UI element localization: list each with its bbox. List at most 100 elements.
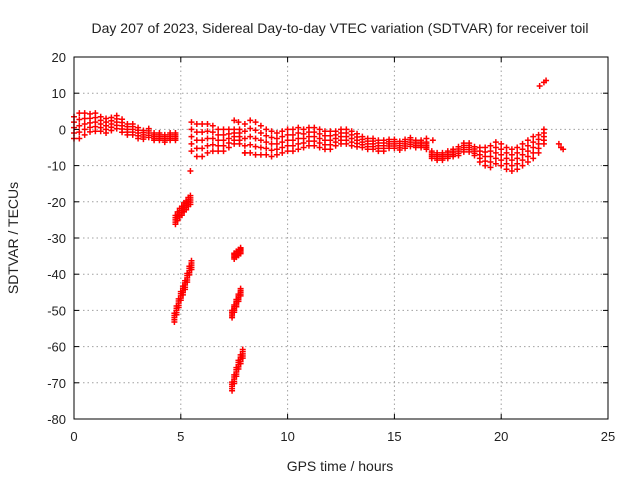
data-point: [193, 145, 200, 152]
data-point: [524, 142, 531, 149]
data-point: [76, 135, 83, 142]
data-point: [530, 155, 537, 162]
data-point: [268, 134, 275, 141]
data-point: [199, 129, 206, 136]
data-point: [498, 140, 505, 147]
data-point: [252, 135, 259, 142]
data-point: [236, 126, 243, 133]
data-point: [124, 120, 131, 127]
data-point: [492, 155, 499, 162]
data-point: [263, 145, 270, 152]
data-point: [343, 126, 350, 133]
data-point: [81, 131, 88, 138]
y-tick-label: 10: [52, 86, 66, 101]
data-point: [76, 110, 83, 117]
data-point: [252, 119, 259, 126]
series-isolated-points: [187, 77, 567, 175]
data-point: [188, 119, 195, 126]
data-point: [220, 131, 227, 138]
data-point: [284, 148, 291, 155]
data-point: [188, 257, 195, 264]
data-point: [439, 149, 446, 156]
data-point: [332, 128, 339, 135]
data-point: [97, 113, 104, 120]
data-point: [295, 124, 302, 131]
data-point: [76, 122, 83, 129]
series-main-band: [71, 110, 547, 175]
data-point: [188, 140, 195, 147]
data-point: [316, 126, 323, 133]
y-tick-label: -20: [47, 195, 66, 210]
x-tick-label: 25: [601, 429, 615, 444]
data-point: [503, 155, 510, 162]
y-tick-label: -30: [47, 231, 66, 246]
data-point: [268, 147, 275, 154]
data-point: [487, 142, 494, 149]
data-point: [460, 140, 467, 147]
x-axis-label: GPS time / hours: [287, 458, 394, 474]
data-point: [235, 119, 242, 126]
y-tick-label: 20: [52, 50, 66, 65]
data-point: [418, 137, 425, 144]
data-point: [321, 128, 328, 135]
y-tick-label: -70: [47, 376, 66, 391]
data-point: [135, 124, 142, 131]
series-arc-4: [229, 285, 244, 321]
data-point: [492, 149, 499, 156]
series-arc-3: [231, 244, 244, 262]
data-point: [423, 135, 430, 142]
data-point: [241, 149, 248, 156]
data-point: [252, 143, 259, 150]
data-point: [498, 151, 505, 158]
data-point: [284, 142, 291, 149]
data-point: [220, 142, 227, 149]
data-point: [492, 144, 499, 151]
data-point: [204, 120, 211, 127]
data-point: [514, 149, 521, 156]
data-point: [289, 137, 296, 144]
data-point: [241, 128, 248, 135]
data-point: [396, 138, 403, 145]
data-points: [71, 77, 567, 394]
data-point: [247, 125, 254, 132]
data-point: [188, 133, 195, 140]
data-point: [193, 129, 200, 136]
chart-title: Day 207 of 2023, Sidereal Day-to-day VTE…: [92, 20, 589, 36]
data-point: [273, 135, 280, 142]
data-point: [482, 144, 489, 151]
data-point: [247, 149, 254, 156]
data-point: [257, 144, 264, 151]
data-point: [540, 126, 547, 133]
data-point: [492, 139, 499, 146]
data-point: [241, 120, 248, 127]
data-point: [471, 143, 478, 150]
x-tick-label: 20: [494, 429, 508, 444]
data-point: [543, 77, 550, 84]
data-point: [450, 146, 457, 153]
data-point: [519, 140, 526, 147]
data-point: [167, 130, 174, 137]
data-point: [257, 137, 264, 144]
data-point: [289, 142, 296, 149]
data-point: [129, 120, 136, 127]
data-point: [524, 158, 531, 165]
data-point: [295, 135, 302, 142]
data-point: [81, 110, 88, 117]
data-point: [289, 126, 296, 133]
data-point: [514, 160, 521, 167]
data-point: [289, 148, 296, 155]
data-point: [92, 110, 99, 117]
data-point: [199, 153, 206, 160]
data-point: [151, 130, 158, 137]
data-point: [455, 143, 462, 150]
y-axis-label: SDTVAR / TECUs: [5, 182, 21, 294]
data-point: [487, 164, 494, 171]
series-arc-5: [229, 346, 246, 394]
data-point: [215, 137, 222, 144]
data-point: [535, 131, 542, 138]
data-point: [354, 130, 361, 137]
data-point: [209, 135, 216, 142]
data-point: [487, 148, 494, 155]
data-point: [519, 162, 526, 169]
